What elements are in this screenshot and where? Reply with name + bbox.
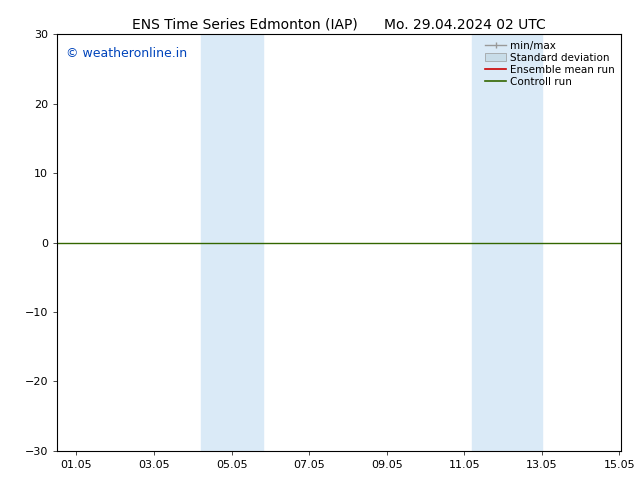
Bar <box>200 34 262 451</box>
Title: ENS Time Series Edmonton (IAP)      Mo. 29.04.2024 02 UTC: ENS Time Series Edmonton (IAP) Mo. 29.04… <box>133 18 546 32</box>
Bar <box>472 34 542 451</box>
Text: © weatheronline.in: © weatheronline.in <box>65 47 186 60</box>
Legend: min/max, Standard deviation, Ensemble mean run, Controll run: min/max, Standard deviation, Ensemble me… <box>482 37 618 90</box>
